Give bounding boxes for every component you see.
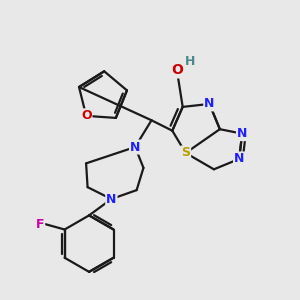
Text: N: N xyxy=(130,140,140,154)
Text: O: O xyxy=(81,110,92,122)
Text: F: F xyxy=(36,218,44,231)
Text: S: S xyxy=(181,146,190,160)
Text: O: O xyxy=(171,63,183,77)
Text: N: N xyxy=(204,98,214,110)
Text: N: N xyxy=(106,193,116,206)
Text: N: N xyxy=(234,152,244,165)
Text: N: N xyxy=(237,127,247,140)
Text: H: H xyxy=(185,55,195,68)
